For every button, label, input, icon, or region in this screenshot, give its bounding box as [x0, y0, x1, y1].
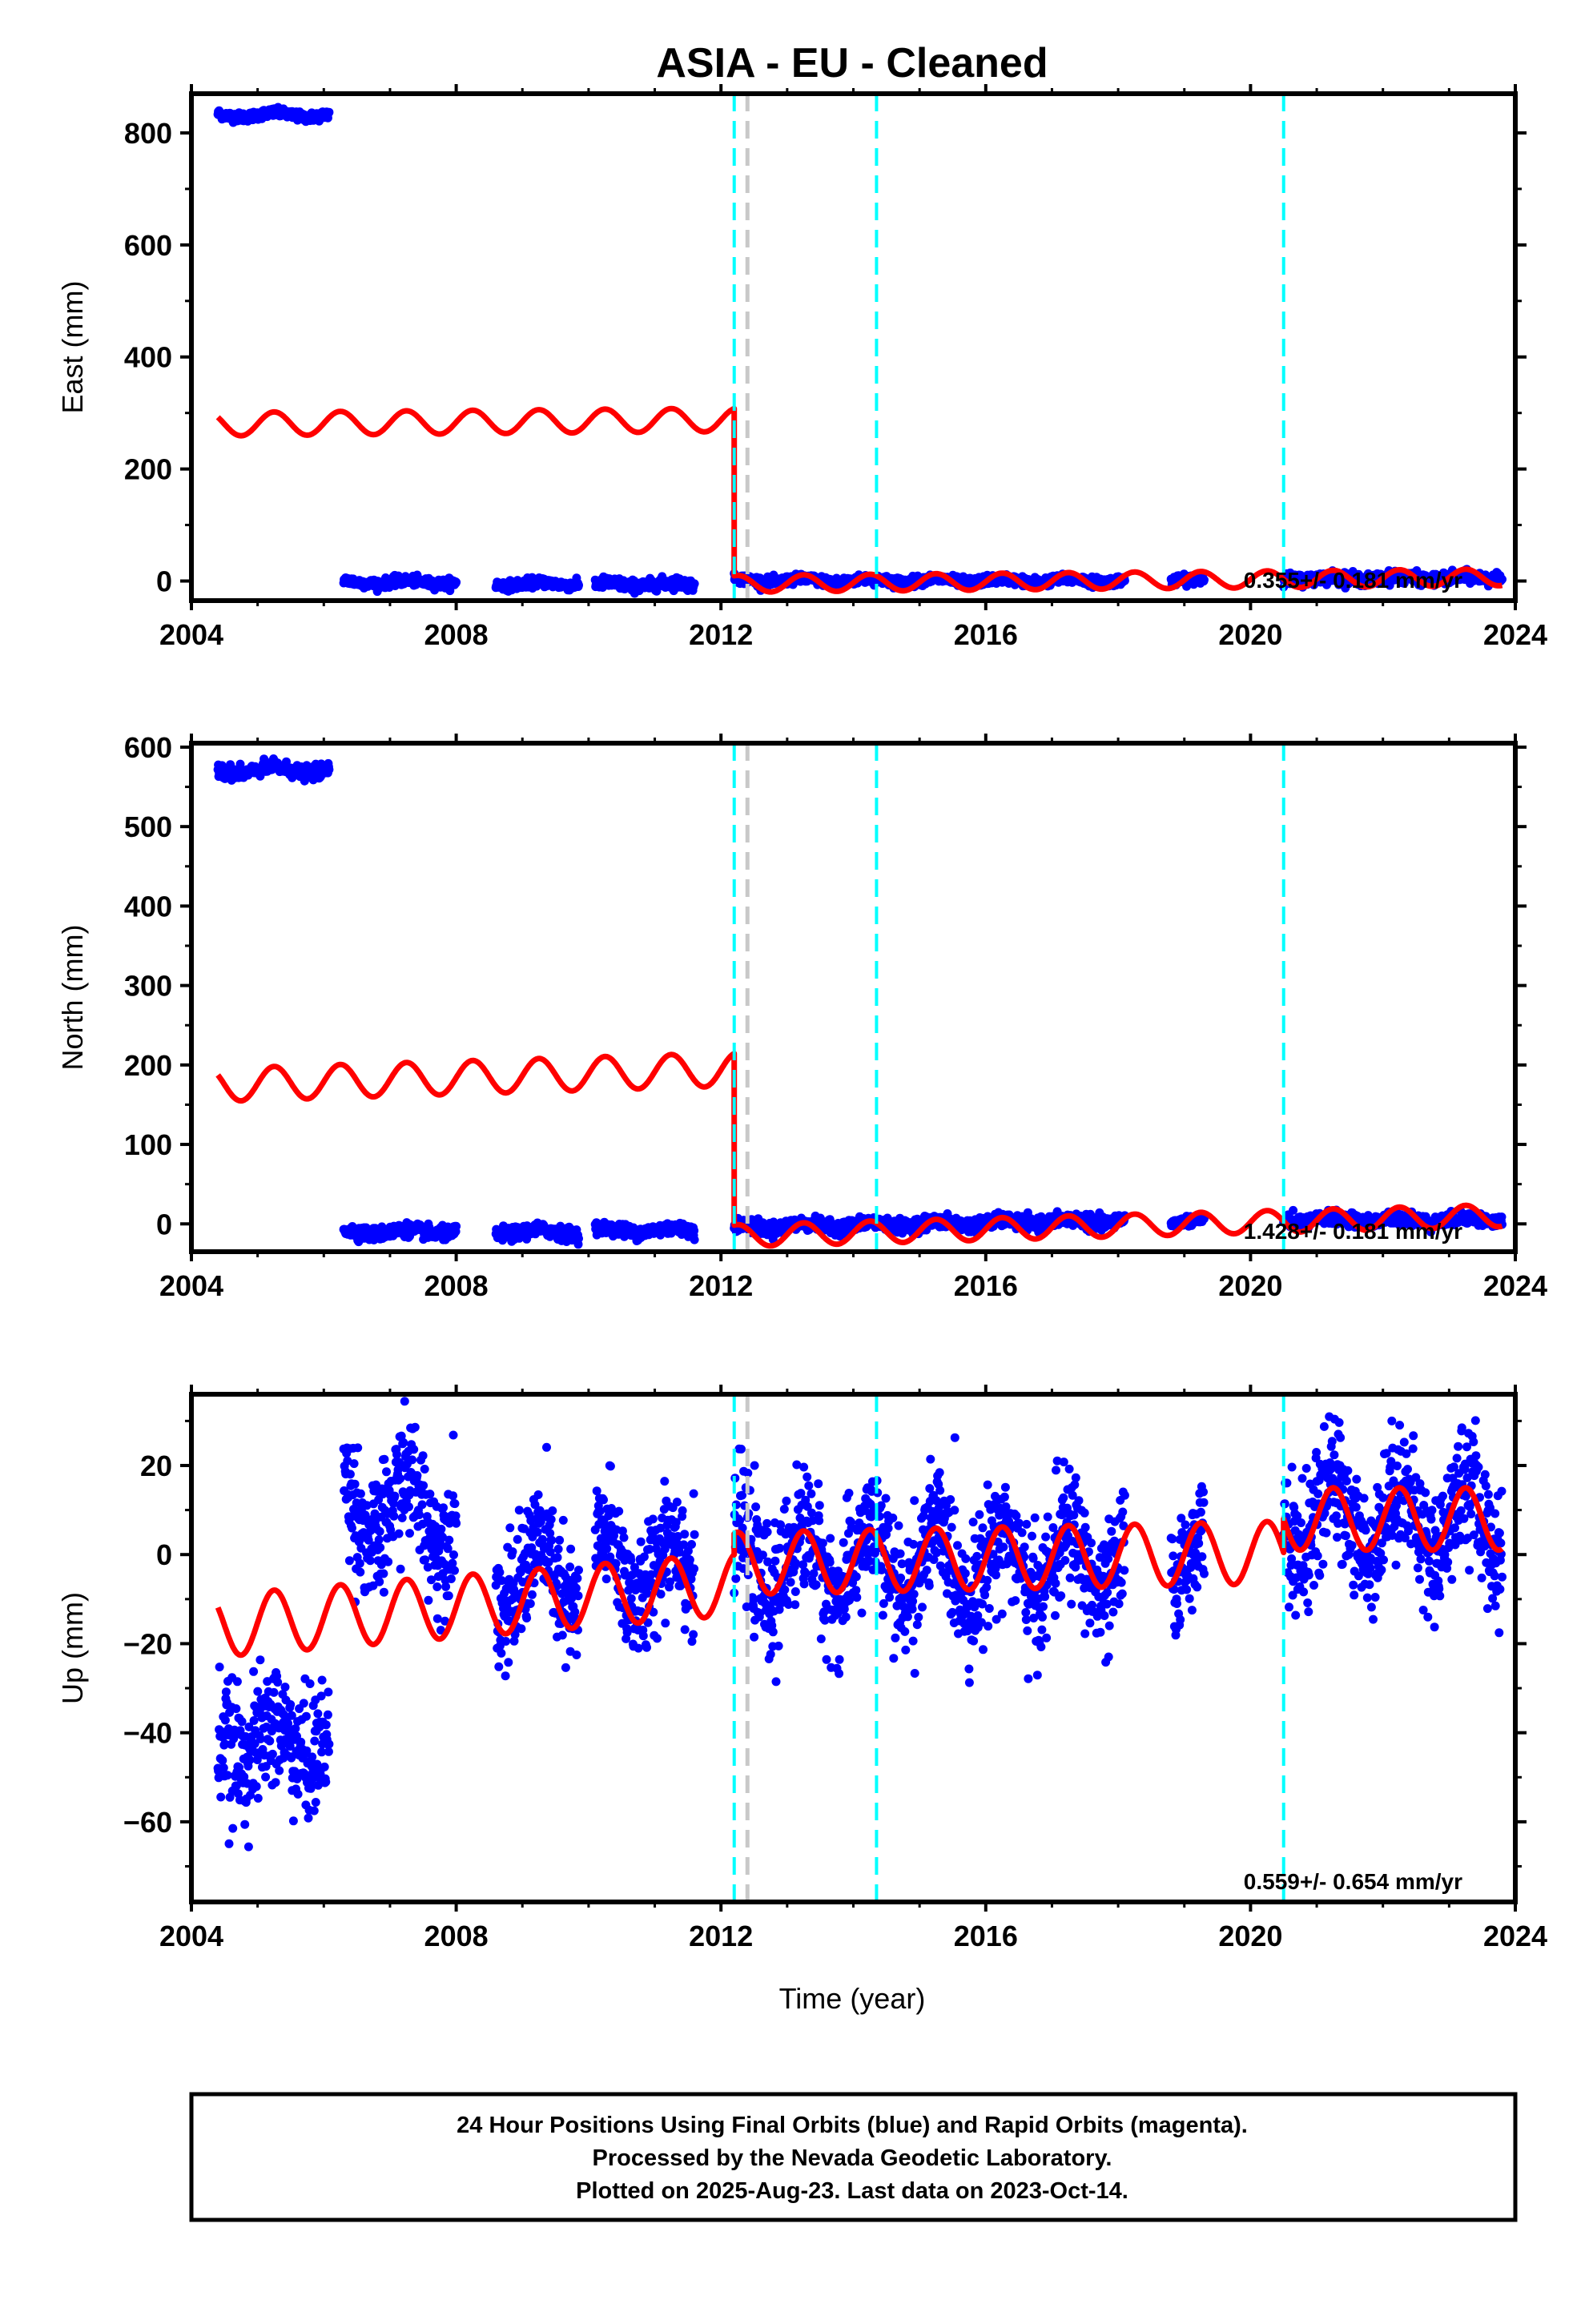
- east-data-point: [574, 581, 583, 590]
- east-y-tick-label: 600: [124, 229, 172, 262]
- east-data-point: [324, 107, 334, 117]
- east-panel: 2004 2008 2012 2016 2020 2024 0 200 400 600 800 Eas…: [56, 84, 1547, 651]
- north-data-point: [452, 1221, 461, 1231]
- east-data-point: [452, 577, 461, 587]
- east-x-tick-label: 2024: [1483, 618, 1547, 651]
- east-y-tick-label: 200: [124, 453, 172, 486]
- east-y-tick-label: 400: [124, 341, 172, 374]
- east-x-tick-label: 2004: [159, 618, 223, 651]
- east-x-tick-label: 2020: [1218, 618, 1282, 651]
- north-data-point: [690, 1226, 699, 1236]
- east-y-tick-label: 800: [124, 117, 172, 150]
- east-rate-label: 0.355+/- 0.181 mm/yr: [1244, 568, 1462, 593]
- north-data-point: [574, 1234, 583, 1244]
- east-x-tick-label: 2008: [424, 618, 489, 651]
- east-data-point: [1200, 575, 1209, 585]
- east-data-point: [1498, 574, 1507, 584]
- east-data-point: [690, 579, 699, 589]
- north-data-point: [1289, 1205, 1298, 1215]
- east-x-tick-label: 2016: [954, 618, 1018, 651]
- east-y-axis-label: East (mm): [56, 281, 89, 414]
- east-y-tick-label: 0: [156, 565, 172, 598]
- north-data-point: [324, 765, 334, 774]
- east-plot-area: [213, 94, 1507, 601]
- north-data-point: [690, 1235, 699, 1244]
- figure-title: ASIA - EU - Cleaned: [656, 40, 1048, 86]
- east-x-tick-label: 2012: [689, 618, 753, 651]
